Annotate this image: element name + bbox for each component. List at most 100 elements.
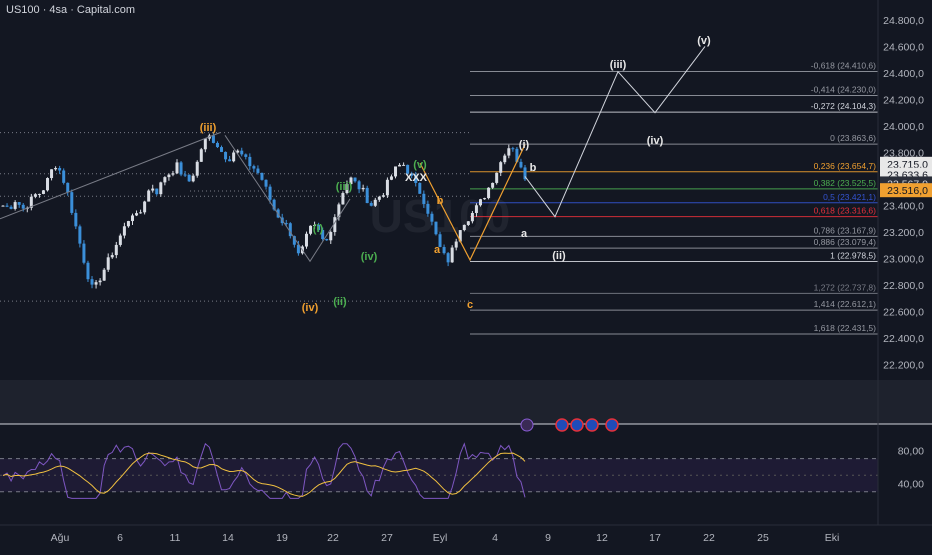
candle-body (499, 162, 503, 173)
wave-label-8: b (437, 195, 444, 207)
candle-body (357, 181, 361, 190)
candle-body (98, 280, 102, 283)
time-tick: 17 (649, 532, 661, 544)
candle-body (426, 203, 430, 214)
chart-title: US100 · 4sa · Capital.com (6, 4, 135, 16)
fib-label-1: -0,414 (24.230,0) (811, 84, 876, 94)
candle-body (503, 155, 507, 163)
candle-body (220, 147, 224, 152)
wave-label-4: (iii) (336, 181, 353, 193)
rsi-tick: 40,00 (898, 478, 924, 490)
candle-body (523, 167, 527, 180)
fib-label-11: 1,272 (22.737,8) (814, 282, 877, 292)
candle-body (470, 212, 474, 222)
candle-body (106, 257, 110, 270)
candle-body (203, 138, 207, 150)
candle-body (151, 188, 155, 191)
candle-body (394, 166, 398, 177)
price-tick: 23.000,0 (883, 254, 924, 266)
fib-label-7: 0,618 (23.316,6) (814, 206, 877, 216)
candle-body (288, 223, 292, 237)
wave-label-13: a (521, 228, 528, 240)
candle-body (309, 225, 313, 234)
candle-body (248, 156, 252, 167)
candle-body (155, 188, 159, 195)
candle-body (122, 226, 126, 236)
wave-label-16: (iv) (647, 135, 664, 147)
fib-label-13: 1,618 (22.431,5) (814, 323, 877, 333)
wave-label-9: a (434, 244, 441, 256)
fib-label-10: 1 (22.978,5) (830, 250, 876, 260)
price-label-bg-3 (880, 183, 932, 198)
candle-body (329, 232, 333, 241)
wave-label-15: (iii) (610, 59, 627, 71)
candle-body (337, 204, 341, 218)
candle-body (333, 217, 337, 233)
candle-body (171, 173, 175, 175)
candle-body (159, 182, 163, 195)
candle-body (139, 212, 143, 214)
candle-body (110, 255, 114, 258)
time-tick: 4 (492, 532, 498, 544)
candle-body (446, 253, 450, 263)
candle-body (215, 142, 219, 148)
time-tick: 6 (117, 532, 123, 544)
fib-label-8: 0,786 (23.167,9) (814, 225, 877, 235)
price-tick: 24.000,0 (883, 121, 924, 133)
time-tick: 25 (757, 532, 769, 544)
candle-body (58, 168, 62, 171)
rsi-line (2, 442, 526, 499)
candle-body (46, 178, 50, 191)
candle-body (143, 201, 147, 213)
candle-body (466, 221, 470, 225)
candle-body (304, 233, 308, 247)
candle-body (442, 247, 446, 254)
candle-body (418, 182, 422, 194)
candle-body (353, 177, 357, 182)
candle-body (37, 193, 41, 195)
candle-body (41, 190, 45, 194)
candle-body (82, 243, 86, 263)
candle-body (296, 244, 300, 254)
candle-body (284, 223, 288, 225)
candle-body (495, 172, 499, 183)
price-tick: 24.200,0 (883, 94, 924, 106)
candle-body (406, 164, 410, 174)
wave-label-12: b (530, 162, 537, 174)
candle-body (5, 205, 9, 207)
candle-body (430, 213, 434, 222)
time-tick: Ağu (51, 532, 70, 544)
price-tick: 24.800,0 (883, 15, 924, 27)
candle-body (126, 221, 130, 227)
candle-body (102, 269, 106, 281)
candle-body (361, 187, 365, 190)
wave-label-5: (iv) (361, 251, 378, 263)
candle-body (454, 241, 458, 248)
projection-path (524, 46, 706, 218)
candle-body (341, 193, 345, 205)
time-tick: Eki (825, 532, 840, 544)
candle-body (118, 235, 122, 245)
candle-body (252, 166, 256, 169)
wave-label-17: (v) (697, 35, 711, 47)
candle-body (256, 168, 260, 173)
price-tick: 24.400,0 (883, 68, 924, 80)
time-tick: 27 (381, 532, 393, 544)
wave-label-3: (ii) (333, 296, 347, 308)
candle-body (21, 204, 25, 209)
candle-body (325, 239, 329, 241)
wave-label-1: (iv) (302, 302, 319, 314)
candle-body (183, 174, 187, 176)
candle-body (272, 199, 276, 210)
candle-body (260, 172, 264, 180)
candle-body (349, 177, 353, 185)
wave-label-6: (v) (413, 159, 427, 171)
candle-body (74, 212, 78, 227)
candle-body (369, 203, 373, 206)
candle-body (438, 234, 442, 248)
candle-body (365, 187, 369, 204)
candle-body (487, 187, 491, 199)
candle-body (62, 170, 66, 183)
candle-body (377, 196, 381, 200)
